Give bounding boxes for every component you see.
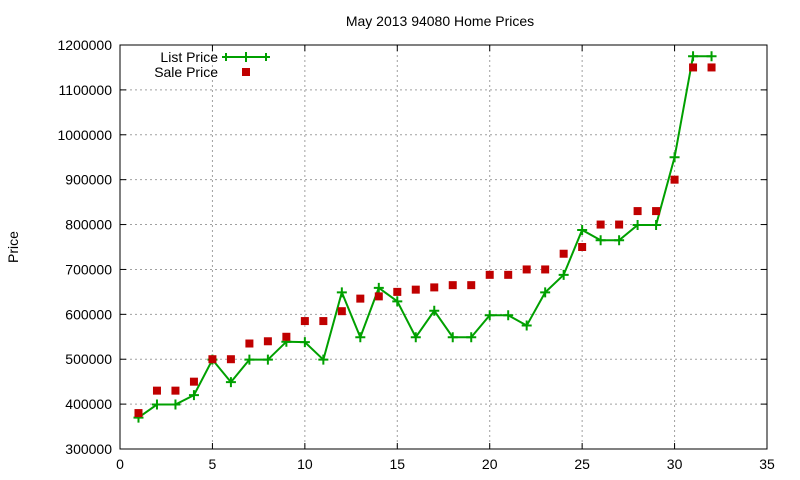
sale-price-point (707, 63, 716, 72)
sale-price-point (670, 175, 679, 184)
y-axis-label: Price (5, 231, 21, 263)
list-price-point (188, 390, 199, 401)
plot-frame (119, 44, 768, 450)
list-price-point (484, 310, 495, 321)
sale-price-point (448, 281, 457, 290)
sale-price-point (226, 355, 235, 364)
list-price-point (503, 310, 514, 321)
list-price-point (410, 332, 421, 343)
sale-price-point (541, 265, 550, 274)
x-tick-label: 35 (759, 456, 775, 472)
sale-price-point (282, 332, 291, 341)
sale-price-point (356, 294, 365, 303)
sale-price-point (578, 243, 587, 251)
y-tick-label: 900000 (65, 172, 112, 188)
list-price-point (558, 269, 569, 280)
sale-price-point (208, 355, 217, 364)
x-tick-label: 20 (482, 456, 498, 472)
list-price-line (137, 55, 712, 419)
legend-swatch-plus (241, 52, 251, 62)
y-tick-label: 1200000 (57, 37, 112, 53)
sale-price-point (263, 337, 272, 346)
sale-price-point (559, 249, 568, 258)
sale-price-point (300, 317, 309, 326)
list-price-point (669, 152, 680, 163)
axis-ticks: 0 5 10 15 20 25 30 35 300000 400000 500000 600000 70… (57, 37, 775, 472)
sale-price-point (467, 281, 476, 290)
chart-title: May 2013 94080 Home Prices (346, 13, 534, 29)
list-price-point (706, 51, 717, 62)
list-price-point (614, 235, 625, 246)
sale-price-point (522, 265, 531, 274)
list-price-point (318, 354, 329, 365)
list-price-point (262, 354, 273, 365)
list-price-point (595, 235, 606, 246)
sale-price-point (393, 287, 402, 296)
x-tick-label: 15 (389, 456, 405, 472)
sale-price-point (152, 386, 161, 395)
y-tick-label: 800000 (65, 217, 112, 233)
y-tick-label: 500000 (65, 351, 112, 367)
legend-swatch-square (242, 68, 250, 76)
list-price-point (466, 332, 477, 343)
list-price-point (429, 305, 440, 316)
sale-price-point (374, 292, 383, 301)
sale-price-point (171, 386, 180, 395)
list-price-point (355, 332, 366, 343)
list-price-point (651, 220, 662, 231)
list-price-point (373, 282, 384, 293)
sale-price-point (504, 270, 513, 279)
x-tick-label: 0 (116, 456, 124, 472)
list-price-point (170, 399, 181, 410)
legend-swatch-ends (222, 53, 270, 61)
sale-price-point (689, 63, 698, 72)
legend-label-sale-price: Sale Price (154, 64, 218, 80)
list-price-point (225, 377, 236, 388)
list-price-point (336, 287, 347, 298)
list-price-point (447, 332, 458, 343)
y-tick-label: 300000 (65, 441, 112, 457)
list-price-point (688, 51, 699, 62)
sale-price-point (134, 409, 143, 418)
y-tick-label: 1000000 (57, 127, 112, 143)
series (133, 51, 717, 423)
sale-price-point (652, 207, 661, 216)
list-price-point (392, 296, 403, 307)
sale-price-point (319, 317, 328, 326)
list-price-point (540, 287, 551, 298)
sale-price-point (189, 377, 198, 386)
grid (120, 45, 767, 449)
list-price-point (632, 220, 643, 231)
sale-price-point (337, 307, 346, 316)
sale-price-point (245, 339, 254, 348)
x-tick-label: 30 (667, 456, 683, 472)
list-price-point (244, 354, 255, 365)
y-tick-label: 600000 (65, 306, 112, 322)
list-price-point (521, 320, 532, 331)
sale-price-point (411, 285, 420, 294)
y-tick-label: 1100000 (59, 82, 113, 98)
list-price-point (577, 224, 588, 235)
x-tick-label: 10 (297, 456, 313, 472)
legend-label-list-price: List Price (160, 49, 218, 65)
x-tick-label: 5 (209, 456, 217, 472)
list-price-point (299, 337, 310, 348)
sale-price-point (596, 220, 605, 229)
y-tick-label: 700000 (65, 261, 112, 277)
sale-price-point (430, 283, 439, 292)
list-price-point (151, 399, 162, 410)
sale-price-point (615, 220, 624, 229)
x-tick-label: 25 (574, 456, 590, 472)
y-tick-label: 400000 (65, 396, 112, 412)
sale-price-point (633, 207, 642, 216)
sale-price-point (485, 270, 494, 279)
